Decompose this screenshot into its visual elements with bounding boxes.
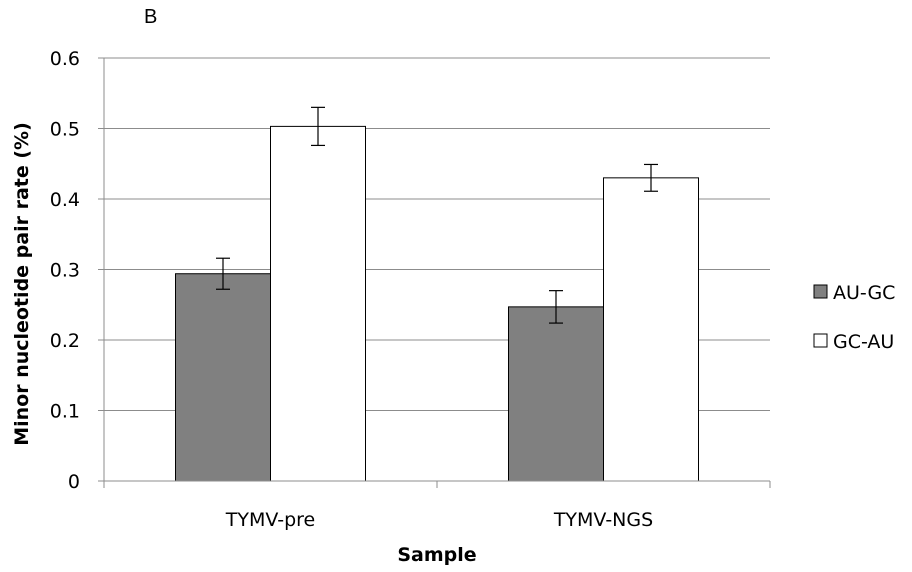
y-tick-labels: 0 0.1 0.2 0.3 0.4 0.5 0.6: [50, 48, 80, 493]
y-tick-label: 0.3: [50, 260, 80, 282]
bar-au-gc-tymv-pre: [175, 273, 271, 482]
y-tick-label: 0.6: [50, 48, 80, 70]
y-tick-label: 0.1: [50, 401, 80, 423]
x-tick-label: TYMV-pre: [225, 509, 316, 531]
panel-label: B: [144, 6, 158, 28]
legend: AU-GC GC-AU: [813, 282, 895, 353]
x-tick-labels: TYMV-pre TYMV-NGS: [103, 481, 771, 531]
bar-gc-au-tymv-pre: [270, 125, 366, 482]
y-tick-label: 0: [68, 471, 80, 493]
y-tick-label: 0.5: [50, 119, 80, 141]
x-tick-label: TYMV-NGS: [553, 509, 653, 531]
legend-swatch-gc-au: [813, 333, 828, 348]
y-tick-label: 0.2: [50, 330, 80, 352]
legend-label-gc-au: GC-AU: [833, 331, 894, 353]
x-axis-title: Sample: [397, 544, 476, 566]
y-axis-title: Minor nucleotide pair rate (%): [11, 122, 33, 446]
legend-swatch-au-gc: [813, 284, 828, 299]
bar-gc-au-tymv-ngs: [603, 177, 699, 482]
y-tick-label: 0.4: [50, 189, 80, 211]
bar-au-gc-tymv-ngs: [508, 306, 604, 482]
legend-label-au-gc: AU-GC: [833, 282, 895, 304]
bars: [175, 106, 699, 482]
